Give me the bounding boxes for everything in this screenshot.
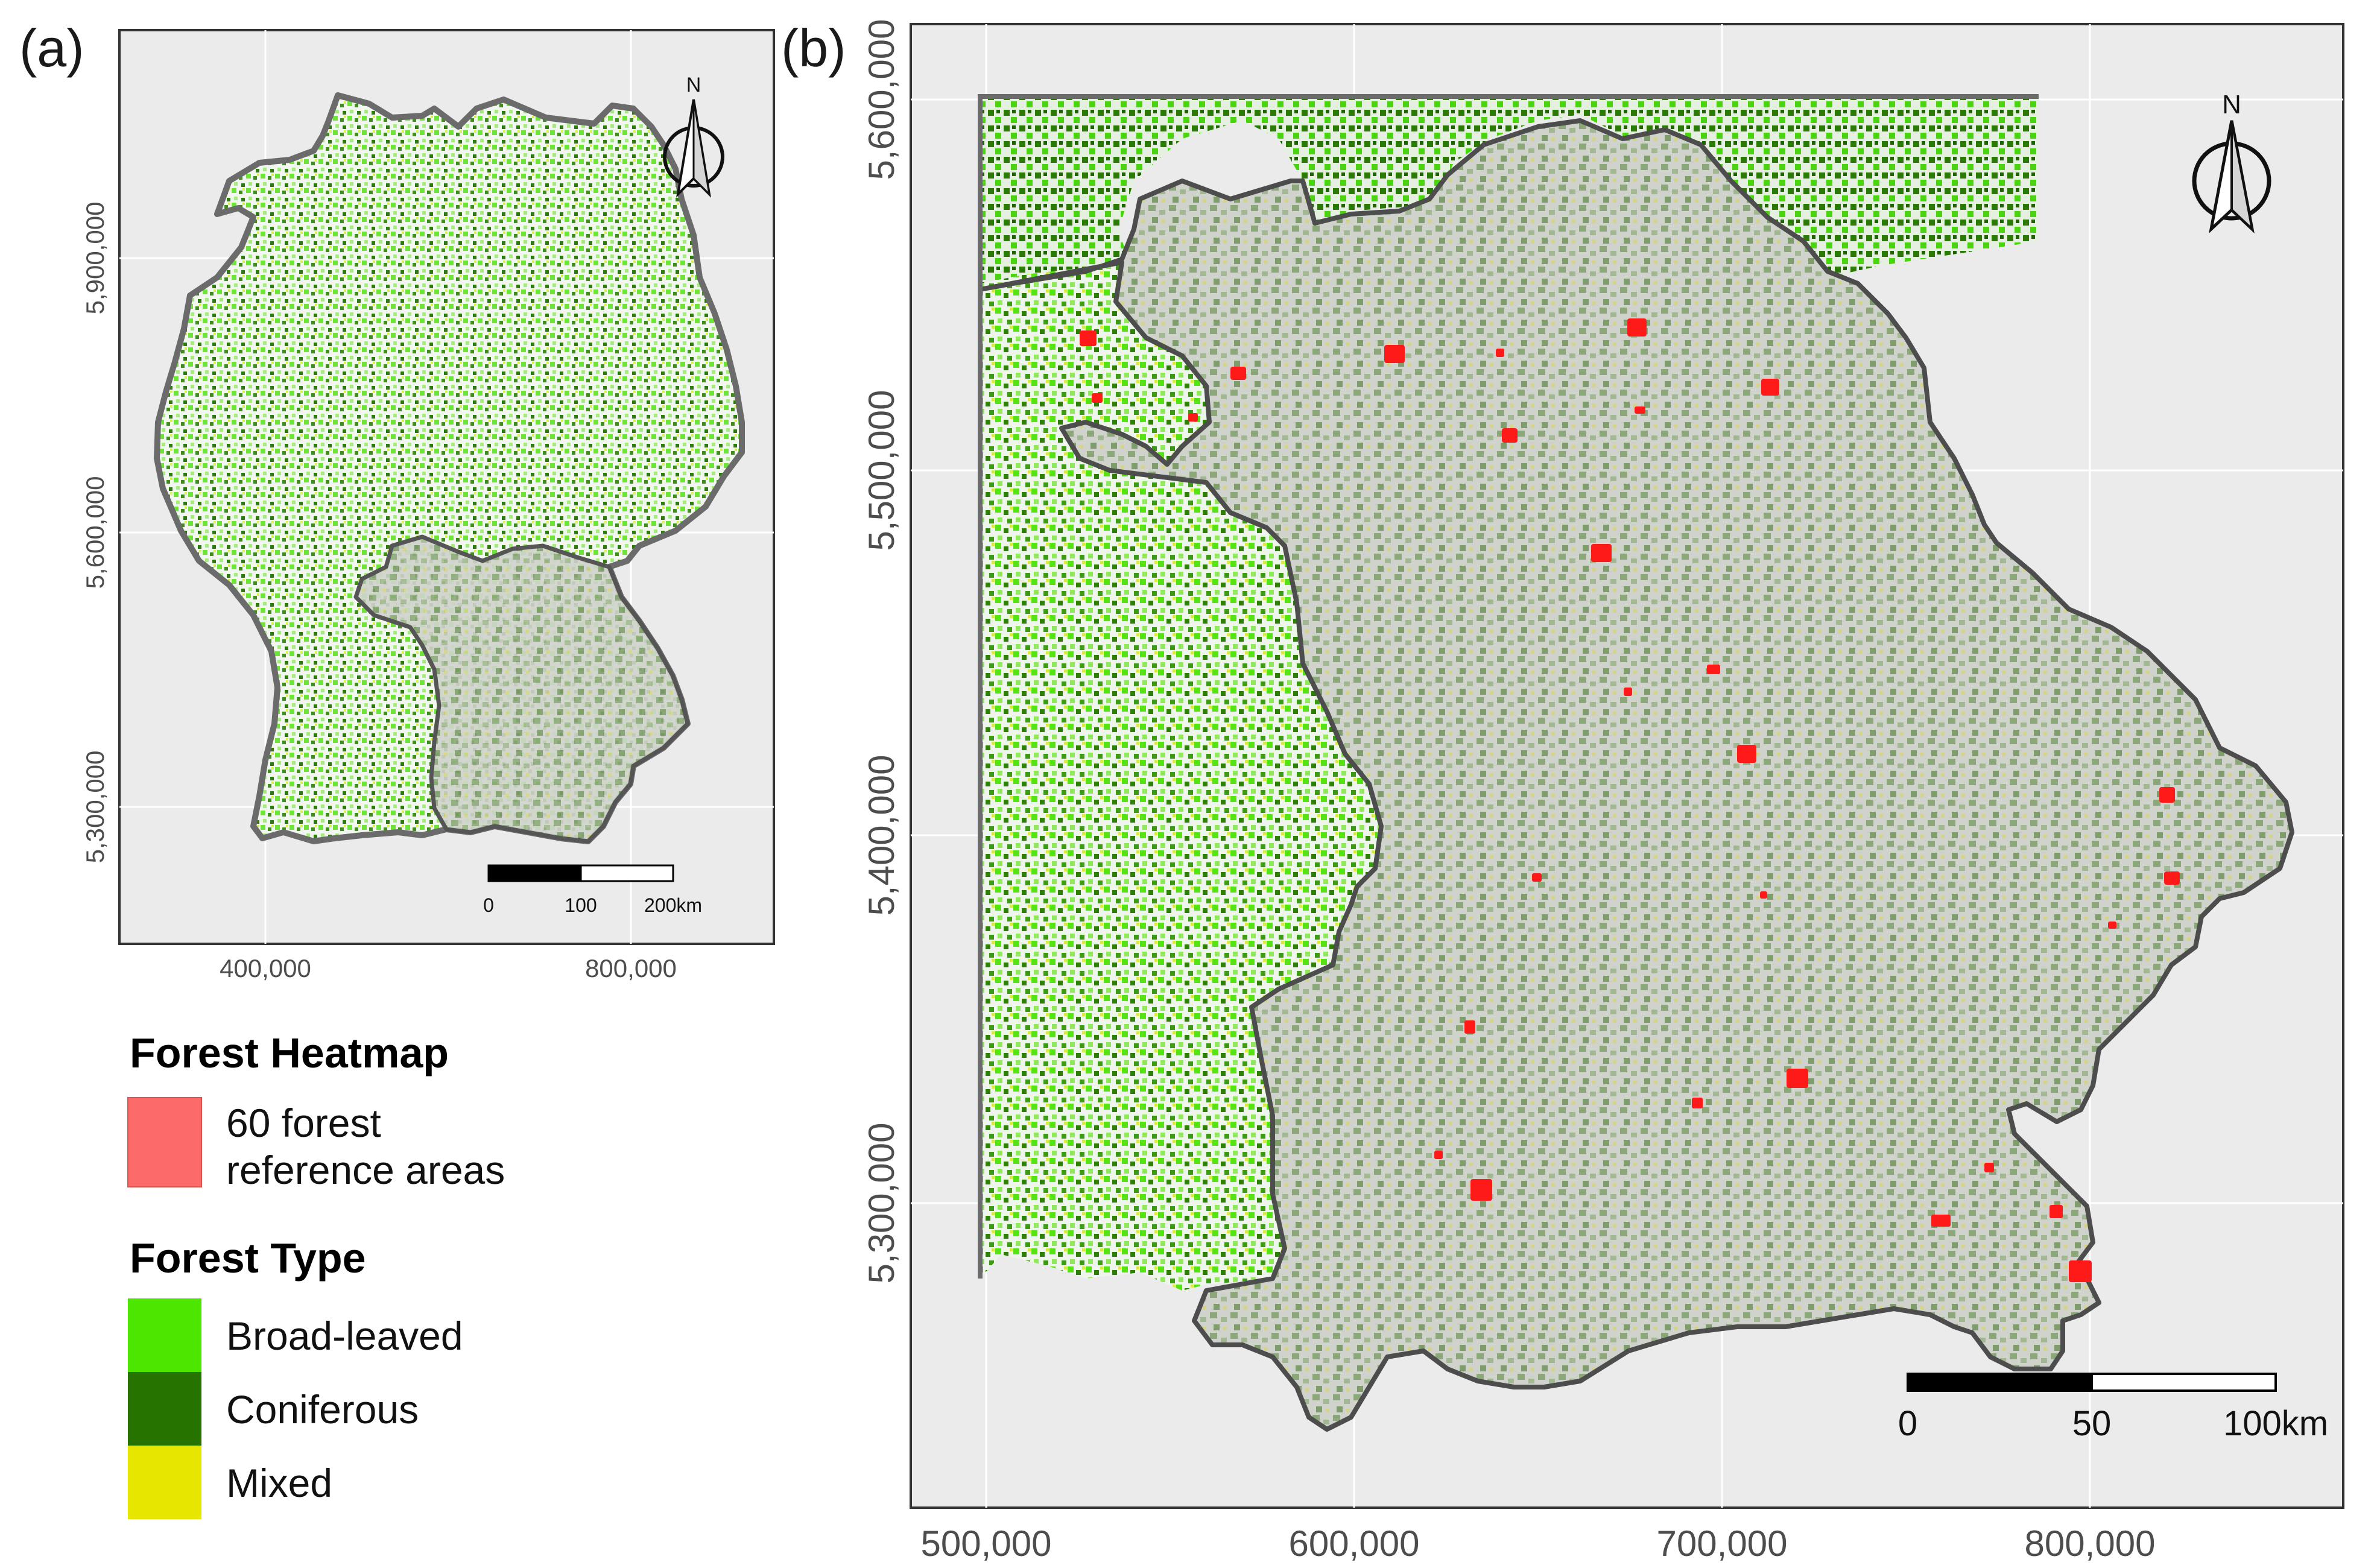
- legend: Forest Heatmap 60 forest reference areas…: [127, 1029, 505, 1519]
- scale-b-label-50: 50: [2072, 1404, 2112, 1443]
- reference-area: [2069, 1260, 2092, 1282]
- reference-area: [2159, 787, 2175, 803]
- reference-area: [1434, 1151, 1443, 1159]
- reference-area: [1591, 544, 1612, 562]
- panel-b-x-tick-4: 800,000: [2025, 1523, 2156, 1564]
- reference-areas: [1080, 318, 2180, 1282]
- reference-area: [1092, 393, 1103, 403]
- panel-b-x-tick-1: 500,000: [921, 1523, 1052, 1564]
- scale-a-label-100: 100: [565, 894, 597, 916]
- panel-a-y-tick-3: 5,300,000: [81, 751, 109, 864]
- panel-b: (b): [781, 18, 2344, 1564]
- reference-area: [1188, 413, 1198, 422]
- legend-heatmap-title: Forest Heatmap: [130, 1029, 449, 1076]
- legend-label-mixed: Mixed: [226, 1461, 332, 1505]
- panel-b-y-tick-1: 5,600,000: [861, 19, 902, 180]
- panel-a-y-tick-2: 5,600,000: [81, 476, 109, 589]
- north-label-b: N: [2222, 90, 2241, 119]
- reference-area: [1502, 428, 1518, 443]
- panel-b-y-tick-2: 5,500,000: [861, 390, 902, 551]
- legend-swatch-coniferous: [128, 1372, 201, 1446]
- reference-area: [1496, 349, 1504, 357]
- panel-a-x-tick-1: 400,000: [220, 954, 311, 982]
- legend-forest-type-title: Forest Type: [130, 1234, 366, 1282]
- bavaria-region-b: [978, 118, 2294, 1432]
- reference-area: [1384, 345, 1405, 363]
- scale-bar-a: 0 100 200km: [483, 864, 702, 916]
- north-arrow-a: N: [663, 74, 724, 198]
- reference-area: [1464, 1020, 1475, 1034]
- legend-label-coniferous: Coniferous: [226, 1387, 419, 1432]
- reference-area: [1931, 1215, 1951, 1227]
- panel-b-x-tick-3: 700,000: [1657, 1523, 1788, 1564]
- scale-b-label-0: 0: [1898, 1404, 1917, 1443]
- reference-area: [1984, 1163, 1994, 1172]
- legend-heatmap-text-1: 60 forest: [226, 1101, 381, 1145]
- panel-a: (a) 5,900,000 5,600,000 5,300,000 400,00…: [19, 18, 775, 982]
- reference-area: [1635, 406, 1645, 414]
- north-arrow-b: N: [2192, 90, 2271, 234]
- legend-heatmap-text-2: reference areas: [226, 1148, 505, 1192]
- panel-b-y-tick-3: 5,400,000: [861, 755, 902, 916]
- reference-area: [1761, 379, 1779, 396]
- reference-area: [1707, 665, 1720, 674]
- panel-b-y-tick-4: 5,300,000: [861, 1123, 902, 1284]
- neighbouring-forest-region: [980, 96, 2039, 289]
- bavaria-region-a: [353, 534, 690, 844]
- clip-frame: [978, 94, 2039, 1279]
- scale-a-label-0: 0: [483, 894, 494, 916]
- reference-area: [1760, 891, 1767, 899]
- panel-a-y-tick-1: 5,900,000: [81, 202, 109, 315]
- reference-area: [1532, 873, 1542, 882]
- reference-area: [1470, 1179, 1492, 1201]
- scale-b-label-100: 100km: [2223, 1404, 2328, 1443]
- reference-area: [1692, 1098, 1703, 1108]
- panel-a-x-tick-2: 800,000: [585, 954, 677, 982]
- scale-bar-b: 0 50 100km: [1898, 1373, 2328, 1443]
- scale-a-label-200: 200km: [644, 894, 702, 916]
- reference-area: [2108, 922, 2116, 929]
- legend-swatch-broad-leaved: [128, 1298, 201, 1372]
- legend-heatmap-swatch: [127, 1097, 202, 1187]
- reference-area: [1627, 318, 1647, 337]
- west-forest-region: [980, 262, 1381, 1291]
- reference-area: [1787, 1069, 1808, 1088]
- panel-b-label: (b): [781, 18, 846, 78]
- north-label-a: N: [686, 74, 701, 96]
- legend-swatch-mixed: [128, 1446, 201, 1519]
- panel-a-label: (a): [19, 18, 84, 78]
- reference-area: [1737, 745, 1756, 763]
- reference-area: [2164, 871, 2180, 885]
- reference-area: [2050, 1205, 2063, 1218]
- reference-area: [1080, 330, 1097, 346]
- legend-label-broad-leaved: Broad-leaved: [226, 1314, 463, 1358]
- reference-area: [1230, 367, 1246, 380]
- panel-b-x-tick-2: 600,000: [1289, 1523, 1420, 1564]
- reference-area: [1624, 688, 1632, 696]
